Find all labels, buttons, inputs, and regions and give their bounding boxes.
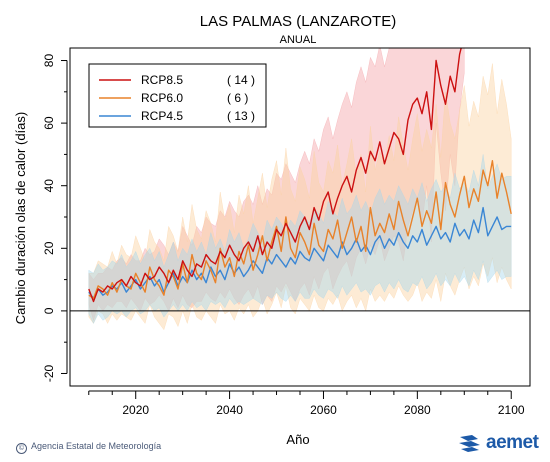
x-tick-label: 2080 <box>404 403 431 417</box>
y-tick-label: 20 <box>42 241 56 255</box>
line-rcp60 <box>88 159 512 300</box>
line-rcp45 <box>88 206 512 300</box>
chart-subtitle: ANUAL <box>280 34 317 46</box>
y-tick-label: 0 <box>42 307 56 314</box>
credit-line: © Agencia Estatal de Meteorología <box>16 441 161 454</box>
aemet-logo: aemet <box>458 432 539 454</box>
line-rcp85 <box>88 48 462 303</box>
legend-series-name: RCP6.0 <box>141 91 183 105</box>
x-tick-label: 2060 <box>310 403 337 417</box>
aemet-logo-text: aemet <box>486 432 539 453</box>
aemet-logo-icon <box>459 435 480 452</box>
legend-series-name: RCP4.5 <box>141 109 183 123</box>
y-axis: -20 0 20 40 60 80 <box>42 54 68 382</box>
plot-frame <box>69 47 531 387</box>
legend-series-count: ( 13 ) <box>227 109 255 123</box>
credit-text: Agencia Estatal de Meteorología <box>31 441 162 451</box>
series-lines <box>88 48 512 303</box>
legend-series-count: ( 6 ) <box>227 91 248 105</box>
x-tick-label: 2020 <box>122 403 149 417</box>
legend: RCP8.5 ( 14 ) RCP6.0 ( 6 ) RCP4.5 ( 13 ) <box>88 63 267 128</box>
x-tick-label: 2100 <box>498 403 525 417</box>
copyright-icon: © <box>16 443 27 454</box>
legend-series-name: RCP8.5 <box>141 73 183 87</box>
legend-series-count: ( 14 ) <box>227 73 255 87</box>
x-axis-label: Año <box>286 432 309 447</box>
y-tick-label: 60 <box>42 116 56 130</box>
y-tick-label: 40 <box>42 179 56 193</box>
y-axis-label: Cambio duración olas de calor (días) <box>13 112 28 324</box>
band-rcp85 <box>88 48 465 322</box>
x-axis: 2020 2040 2060 2080 2100 <box>88 390 525 417</box>
band-rcp45 <box>88 154 512 324</box>
x-tick-label: 2040 <box>216 403 243 417</box>
y-tick-label: 80 <box>42 54 56 68</box>
chart-title: LAS PALMAS (LANZAROTE) <box>200 13 396 30</box>
y-tick-label: -20 <box>42 364 56 382</box>
legend-box <box>88 63 267 128</box>
